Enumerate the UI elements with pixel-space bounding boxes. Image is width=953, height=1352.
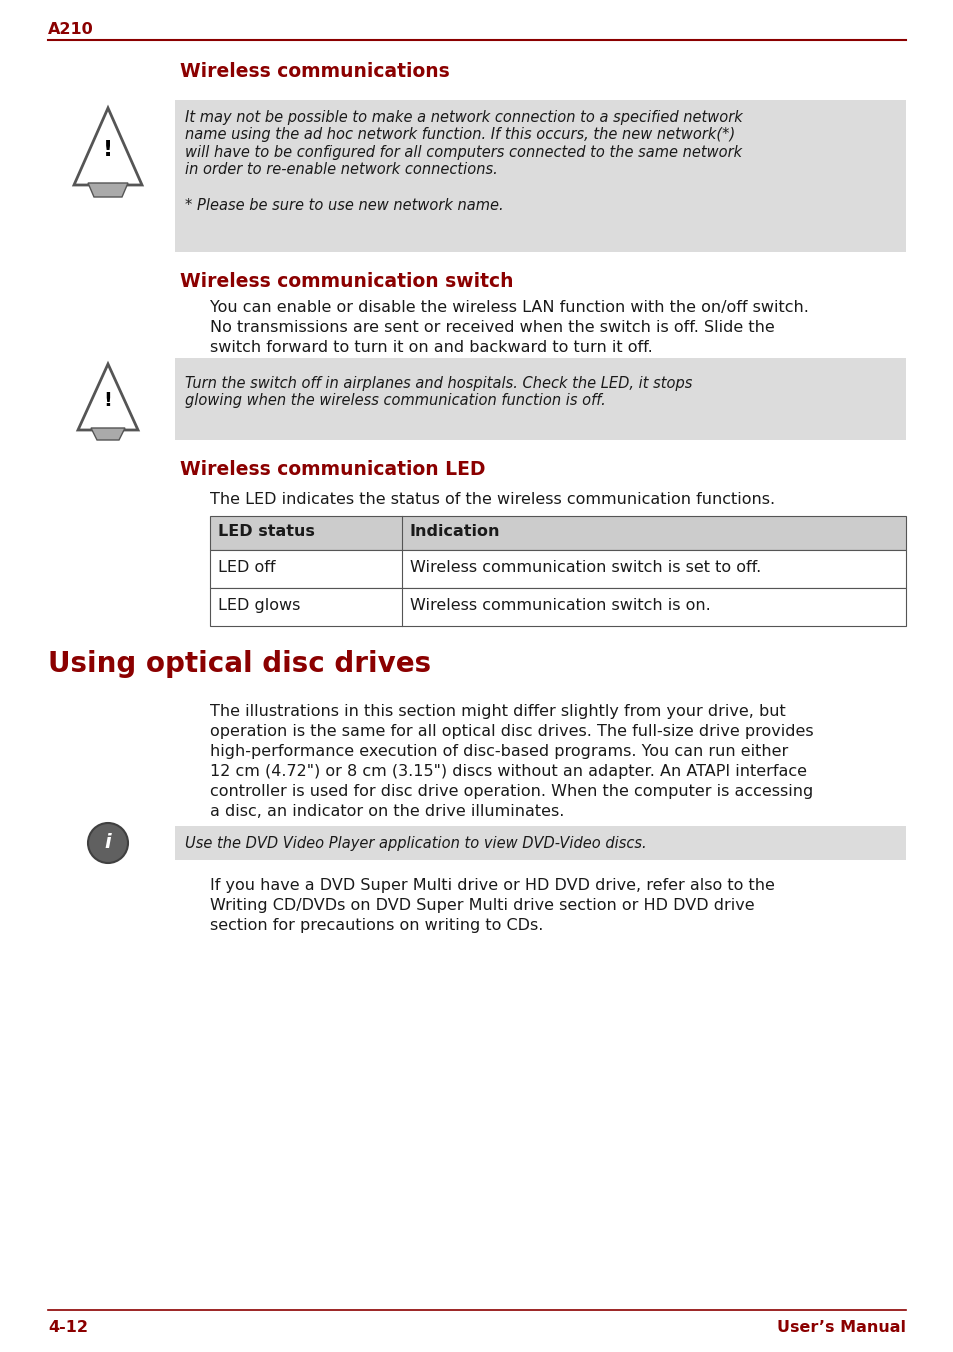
Text: It may not be possible to make a network connection to a specified network: It may not be possible to make a network…: [185, 110, 742, 124]
Text: No transmissions are sent or received when the switch is off. Slide the: No transmissions are sent or received wh…: [210, 320, 774, 335]
Text: You can enable or disable the wireless LAN function with the on/off switch.: You can enable or disable the wireless L…: [210, 300, 808, 315]
Text: switch forward to turn it on and backward to turn it off.: switch forward to turn it on and backwar…: [210, 339, 652, 356]
Text: If you have a DVD Super Multi drive or HD DVD drive, refer also to the: If you have a DVD Super Multi drive or H…: [210, 877, 774, 894]
Circle shape: [88, 823, 128, 863]
Text: a disc, an indicator on the drive illuminates.: a disc, an indicator on the drive illumi…: [210, 804, 564, 819]
Text: LED glows: LED glows: [218, 598, 300, 612]
FancyBboxPatch shape: [174, 358, 905, 439]
Text: 4-12: 4-12: [48, 1320, 88, 1334]
Text: The illustrations in this section might differ slightly from your drive, but: The illustrations in this section might …: [210, 704, 785, 719]
Text: Writing CD/DVDs on DVD Super Multi drive section or HD DVD drive: Writing CD/DVDs on DVD Super Multi drive…: [210, 898, 754, 913]
Text: Indication: Indication: [410, 525, 500, 539]
Polygon shape: [88, 183, 128, 197]
Text: i: i: [105, 833, 112, 853]
Text: 12 cm (4.72") or 8 cm (3.15") discs without an adapter. An ATAPI interface: 12 cm (4.72") or 8 cm (3.15") discs with…: [210, 764, 806, 779]
Text: operation is the same for all optical disc drives. The full-size drive provides: operation is the same for all optical di…: [210, 725, 813, 740]
Text: !: !: [103, 141, 113, 161]
FancyBboxPatch shape: [174, 100, 905, 251]
FancyBboxPatch shape: [210, 588, 905, 626]
Text: in order to re-enable network connections.: in order to re-enable network connection…: [185, 162, 497, 177]
Text: Wireless communication LED: Wireless communication LED: [180, 460, 485, 479]
Text: Wireless communications: Wireless communications: [180, 62, 449, 81]
Text: section for precautions on writing to CDs.: section for precautions on writing to CD…: [210, 918, 543, 933]
Text: controller is used for disc drive operation. When the computer is accessing: controller is used for disc drive operat…: [210, 784, 812, 799]
Text: will have to be configured for all computers connected to the same network: will have to be configured for all compu…: [185, 145, 741, 160]
Text: glowing when the wireless communication function is off.: glowing when the wireless communication …: [185, 393, 605, 408]
Text: A210: A210: [48, 22, 93, 37]
Text: LED off: LED off: [218, 560, 275, 575]
Text: !: !: [104, 392, 112, 411]
Text: Use the DVD Video Player application to view DVD-Video discs.: Use the DVD Video Player application to …: [185, 836, 646, 850]
FancyBboxPatch shape: [210, 550, 905, 588]
Text: * Please be sure to use new network name.: * Please be sure to use new network name…: [185, 197, 503, 212]
Text: LED status: LED status: [218, 525, 314, 539]
Text: The LED indicates the status of the wireless communication functions.: The LED indicates the status of the wire…: [210, 492, 774, 507]
Text: Wireless communication switch: Wireless communication switch: [180, 272, 513, 291]
Text: name using the ad hoc network function. If this occurs, the new network(*): name using the ad hoc network function. …: [185, 127, 735, 142]
Polygon shape: [91, 429, 125, 439]
Polygon shape: [74, 108, 142, 185]
Polygon shape: [78, 364, 138, 430]
Text: high-performance execution of disc-based programs. You can run either: high-performance execution of disc-based…: [210, 744, 787, 758]
Text: Wireless communication switch is on.: Wireless communication switch is on.: [410, 598, 710, 612]
Text: Using optical disc drives: Using optical disc drives: [48, 650, 431, 677]
FancyBboxPatch shape: [174, 826, 905, 860]
FancyBboxPatch shape: [210, 516, 905, 550]
Text: Wireless communication switch is set to off.: Wireless communication switch is set to …: [410, 560, 760, 575]
Text: User’s Manual: User’s Manual: [776, 1320, 905, 1334]
Text: Turn the switch off in airplanes and hospitals. Check the LED, it stops: Turn the switch off in airplanes and hos…: [185, 376, 692, 391]
